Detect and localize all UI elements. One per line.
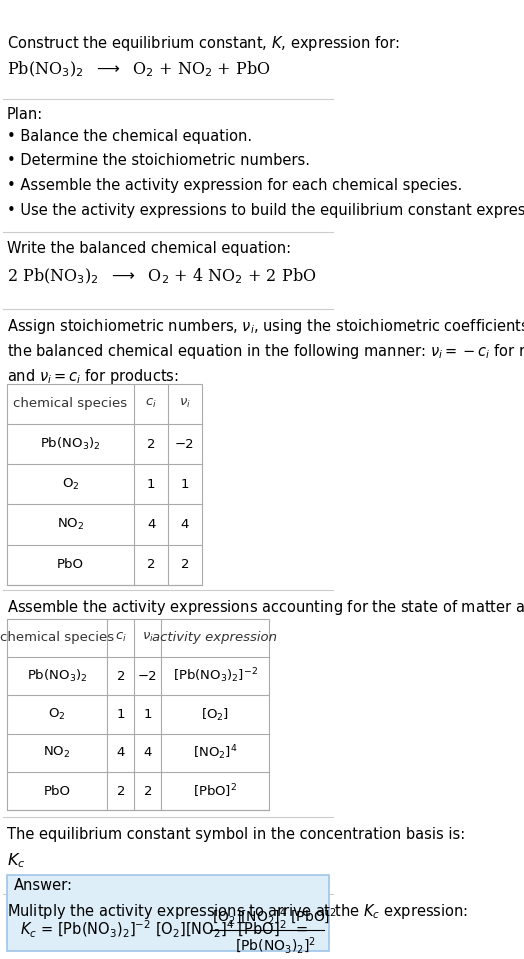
Text: [NO$_2$]$^4$: [NO$_2$]$^4$ [193, 743, 237, 762]
Text: $c_i$: $c_i$ [145, 397, 157, 410]
Text: $\nu_i$: $\nu_i$ [179, 397, 191, 410]
Text: −2: −2 [138, 669, 158, 683]
Text: 4: 4 [117, 746, 125, 760]
Text: Mulitply the activity expressions to arrive at the $K_c$ expression:: Mulitply the activity expressions to arr… [7, 902, 468, 922]
Text: • Determine the stoichiometric numbers.: • Determine the stoichiometric numbers. [7, 153, 310, 169]
Text: 4: 4 [147, 518, 155, 531]
Text: $K_c$: $K_c$ [7, 852, 25, 870]
Text: • Assemble the activity expression for each chemical species.: • Assemble the activity expression for e… [7, 178, 462, 194]
Text: −2: −2 [175, 437, 194, 451]
Text: • Balance the chemical equation.: • Balance the chemical equation. [7, 129, 252, 144]
Text: The equilibrium constant symbol in the concentration basis is:: The equilibrium constant symbol in the c… [7, 827, 465, 842]
Text: Pb(NO$_3$)$_2$  $\longrightarrow$  O$_2$ + NO$_2$ + PbO: Pb(NO$_3$)$_2$ $\longrightarrow$ O$_2$ +… [7, 59, 270, 79]
Text: NO$_2$: NO$_2$ [57, 517, 84, 532]
Text: 2: 2 [180, 558, 189, 572]
Text: Assemble the activity expressions accounting for the state of matter and $\nu_i$: Assemble the activity expressions accoun… [7, 598, 524, 618]
Text: 4: 4 [144, 746, 152, 760]
Text: 1: 1 [144, 708, 152, 721]
Text: PbO: PbO [57, 558, 84, 572]
Text: the balanced chemical equation in the following manner: $\nu_i = -c_i$ for react: the balanced chemical equation in the fo… [7, 342, 524, 362]
Text: Pb(NO$_3$)$_2$: Pb(NO$_3$)$_2$ [40, 436, 101, 452]
Text: chemical species: chemical species [14, 397, 128, 410]
Text: [Pb(NO$_3$)$_2$]$^2$: [Pb(NO$_3$)$_2$]$^2$ [235, 935, 316, 956]
Text: 2: 2 [147, 558, 156, 572]
Text: 1: 1 [117, 708, 125, 721]
Text: 2: 2 [147, 437, 156, 451]
Text: [PbO]$^2$: [PbO]$^2$ [193, 783, 237, 800]
Text: • Use the activity expressions to build the equilibrium constant expression.: • Use the activity expressions to build … [7, 203, 524, 219]
Bar [7, 384, 202, 585]
Text: 2 Pb(NO$_3$)$_2$  $\longrightarrow$  O$_2$ + 4 NO$_2$ + 2 PbO: 2 Pb(NO$_3$)$_2$ $\longrightarrow$ O$_2$… [7, 267, 316, 286]
Text: activity expression: activity expression [152, 631, 278, 644]
Text: chemical species: chemical species [0, 631, 114, 644]
Text: Construct the equilibrium constant, $K$, expression for:: Construct the equilibrium constant, $K$,… [7, 34, 399, 53]
Text: PbO: PbO [43, 784, 71, 798]
Text: $K_c$ = [Pb(NO$_3$)$_2$]$^{-2}$ [O$_2$][NO$_2$]$^4$ [PbO]$^2$  =: $K_c$ = [Pb(NO$_3$)$_2$]$^{-2}$ [O$_2$][… [20, 919, 308, 940]
Text: 1: 1 [180, 478, 189, 491]
Text: 2: 2 [117, 784, 125, 798]
Text: Write the balanced chemical equation:: Write the balanced chemical equation: [7, 241, 291, 256]
Text: 1: 1 [147, 478, 156, 491]
Text: Assign stoichiometric numbers, $\nu_i$, using the stoichiometric coefficients, $: Assign stoichiometric numbers, $\nu_i$, … [7, 317, 524, 337]
Text: 2: 2 [117, 669, 125, 683]
Text: O$_2$: O$_2$ [62, 477, 79, 492]
Text: 2: 2 [144, 784, 152, 798]
Text: [Pb(NO$_3$)$_2$]$^{-2}$: [Pb(NO$_3$)$_2$]$^{-2}$ [172, 667, 257, 686]
Text: NO$_2$: NO$_2$ [43, 745, 71, 760]
Bar [7, 619, 269, 810]
Text: $c_i$: $c_i$ [115, 631, 127, 644]
Text: Answer:: Answer: [14, 878, 72, 894]
Text: Plan:: Plan: [7, 107, 43, 123]
Text: [O$_2$]: [O$_2$] [201, 707, 229, 722]
Text: Pb(NO$_3$)$_2$: Pb(NO$_3$)$_2$ [27, 668, 88, 684]
Text: and $\nu_i = c_i$ for products:: and $\nu_i = c_i$ for products: [7, 367, 179, 386]
Text: 4: 4 [181, 518, 189, 531]
Text: [O$_2$][NO$_2$]$^4$ [PbO]$^2$: [O$_2$][NO$_2$]$^4$ [PbO]$^2$ [212, 906, 336, 927]
Text: O$_2$: O$_2$ [48, 707, 66, 722]
Text: $\nu_i$: $\nu_i$ [142, 631, 154, 644]
FancyBboxPatch shape [7, 875, 329, 951]
